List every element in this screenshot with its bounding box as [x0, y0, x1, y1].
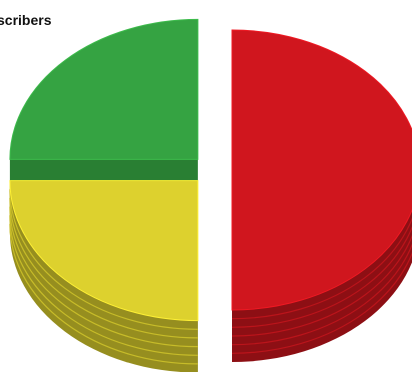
pie-slice-0-top: [231, 29, 412, 311]
pie-slice-1-side: [9, 180, 198, 372]
pie-slice-1-top: [9, 180, 199, 322]
pie-slice-0-side: [232, 210, 412, 362]
pie-slice-0: [231, 29, 412, 362]
chart-title: scribers: [0, 12, 52, 28]
pie-slice-2-top: [9, 18, 199, 160]
pie-slice-1: [9, 180, 199, 372]
